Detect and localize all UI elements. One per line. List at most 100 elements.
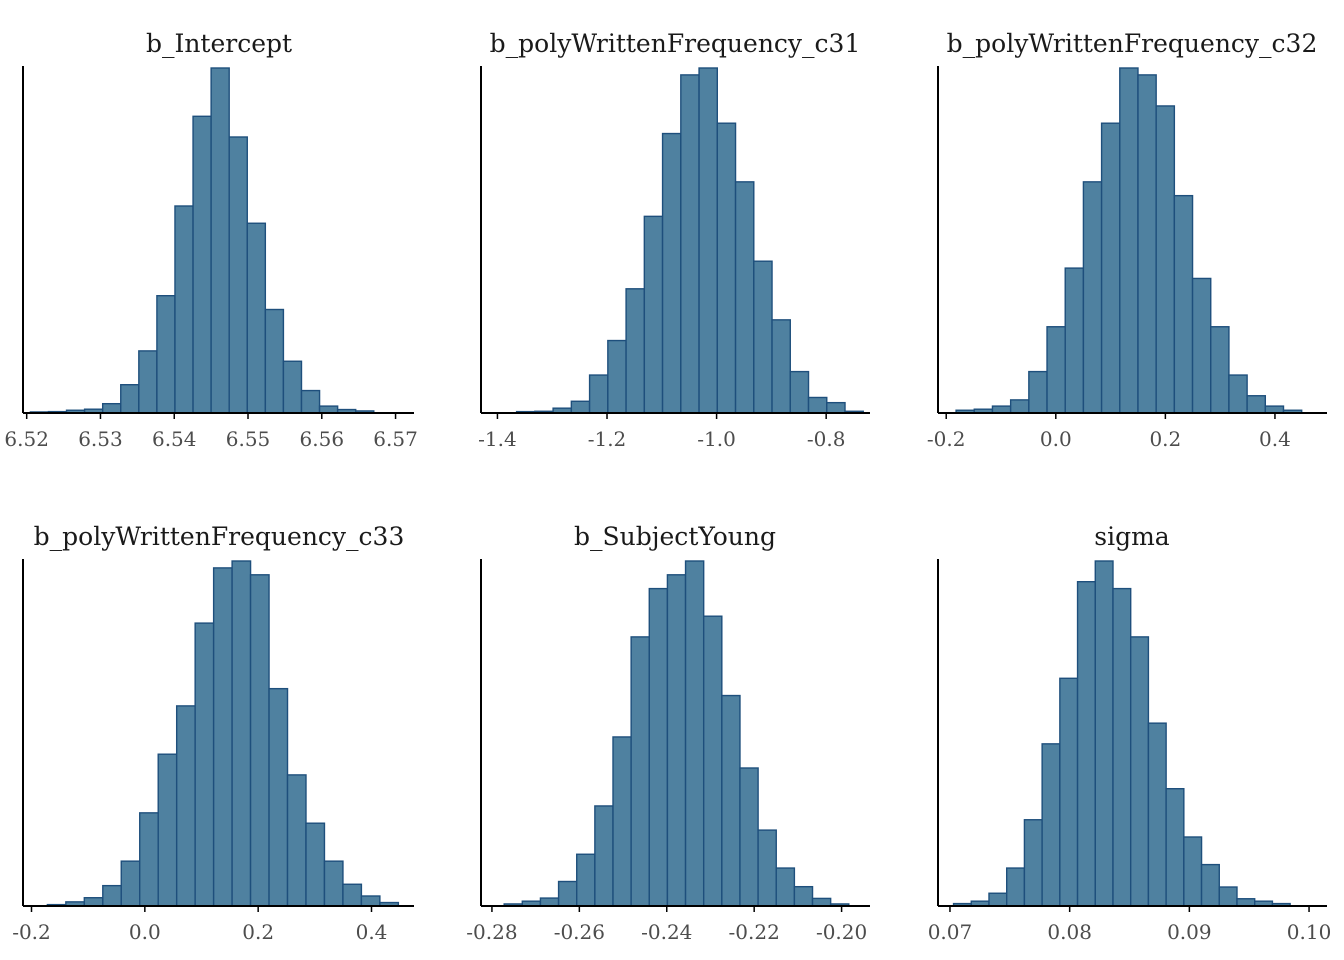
histogram-bar	[1137, 74, 1157, 414]
histogram-bar	[771, 319, 791, 414]
x-tick-label: 0.4	[356, 920, 388, 944]
histogram-bar	[1155, 105, 1176, 414]
x-tick-label: 0.08	[1047, 920, 1092, 944]
histogram-bar	[991, 405, 1012, 414]
histogram-bar	[775, 867, 796, 907]
histogram-bar	[734, 181, 755, 414]
histogram-bar	[643, 215, 664, 414]
x-tick-label: 0.2	[1149, 427, 1181, 451]
histogram-bar	[625, 288, 646, 414]
histogram-bar	[1183, 836, 1203, 907]
histogram-bar	[231, 560, 252, 907]
histogram-panel: b_SubjectYoung -0.28 -0.26 -0.24 -0.22 -0.20	[466, 522, 870, 944]
histogram-panel: b_polyWrittenFrequency_c32 -0.2 0.0 0.2 0.4	[927, 29, 1327, 451]
histogram-bar	[1112, 587, 1132, 907]
histogram-bar	[680, 74, 700, 414]
histogram-bar	[83, 897, 104, 907]
histogram-bar	[1236, 898, 1256, 907]
x-tick-label: 0.0	[1040, 427, 1072, 451]
histogram-bar	[1041, 743, 1061, 907]
x-tick-label: -0.28	[466, 920, 517, 944]
histogram-bar	[539, 897, 560, 907]
histogram-bar	[716, 122, 737, 414]
histogram-bar	[661, 132, 682, 414]
x-tick-label: -0.2	[12, 920, 51, 944]
histogram-bar	[101, 402, 122, 414]
x-tick-label: 0.07	[928, 920, 973, 944]
histogram-bar	[1200, 863, 1220, 907]
histogram-bar	[1218, 886, 1238, 907]
x-tick-label: -0.20	[816, 920, 867, 944]
x-tick-label: 6.56	[300, 427, 345, 451]
histogram-bar	[156, 295, 176, 414]
panel-title: b_polyWrittenFrequency_c32	[947, 29, 1318, 58]
histogram-bar	[811, 897, 832, 907]
histogram-bar	[1119, 67, 1139, 414]
histogram-bar	[753, 260, 773, 414]
panel-title: sigma	[1094, 522, 1170, 551]
panel-title: b_Intercept	[146, 29, 292, 58]
histogram-bar	[138, 350, 158, 414]
histogram-bar	[684, 560, 705, 907]
histogram-bar	[192, 115, 212, 414]
histogram-bar	[264, 308, 285, 414]
histogram-panel: b_polyWrittenFrequency_c33 -0.2 0.0 0.2 0.4	[12, 522, 414, 944]
x-tick-label: -1.4	[478, 427, 517, 451]
histogram-bar	[246, 222, 267, 414]
histogram-bar	[323, 860, 344, 907]
x-tick-label: 6.52	[4, 427, 49, 451]
x-tick-label: 6.54	[152, 427, 197, 451]
histogram-bar	[102, 884, 122, 907]
x-tick-label: 0.4	[1259, 427, 1291, 451]
x-tick-label: 6.57	[373, 427, 418, 451]
panel-title: b_SubjectYoung	[574, 522, 776, 551]
histogram-bar	[1076, 581, 1096, 907]
histogram-bar	[157, 753, 178, 907]
histogram-bar	[1210, 326, 1230, 414]
histogram-bar	[286, 774, 307, 907]
histogram-bar	[120, 860, 141, 907]
x-tick-label: 0.10	[1287, 920, 1332, 944]
histogram-bar	[1173, 194, 1194, 414]
histogram-bar	[268, 687, 289, 907]
histogram-bar	[228, 136, 248, 414]
histogram-bar	[570, 400, 591, 414]
x-tick-label: 0.2	[242, 920, 274, 944]
histogram-bar	[212, 567, 233, 907]
histogram-bar	[194, 622, 215, 907]
histogram-bar	[1082, 181, 1103, 414]
histogram-bar	[1064, 267, 1085, 414]
x-tick-label: -0.26	[554, 920, 605, 944]
histogram-bar	[789, 370, 810, 414]
histogram-bar	[739, 767, 759, 907]
histogram-bar	[1264, 405, 1285, 414]
histogram-bar	[757, 829, 777, 907]
histogram-bar	[630, 636, 650, 907]
histogram-bar	[1129, 636, 1150, 907]
histogram-bar	[1059, 677, 1079, 907]
histogram-bar	[588, 374, 609, 414]
histogram-bar	[360, 895, 381, 907]
histogram-bar	[826, 401, 846, 414]
histogram-bar	[249, 574, 270, 907]
x-tick-label: 0.0	[129, 920, 161, 944]
histogram-panel: b_polyWrittenFrequency_c31 -1.4 -1.2 -1.0 -0…	[478, 29, 870, 451]
panel-title: b_polyWrittenFrequency_c31	[490, 29, 861, 58]
histogram-bar	[175, 705, 196, 907]
x-tick-label: -1.2	[588, 427, 627, 451]
histogram-bar	[698, 67, 718, 414]
histogram-bar	[1094, 560, 1114, 907]
histogram-bar	[1023, 819, 1043, 907]
histogram-bar	[1246, 395, 1267, 414]
histogram-bar	[139, 812, 159, 907]
histogram-bar	[576, 853, 596, 907]
histogram-bar	[1006, 867, 1026, 907]
histogram-bar	[607, 339, 627, 414]
histogram-bar	[1191, 277, 1212, 414]
histogram-panel: sigma 0.07 0.08 0.09 0.10	[928, 522, 1332, 944]
histogram-bar	[1165, 788, 1185, 907]
histogram-bar	[1028, 370, 1048, 414]
histogram-bar	[793, 885, 814, 907]
histogram-bar	[648, 587, 669, 907]
